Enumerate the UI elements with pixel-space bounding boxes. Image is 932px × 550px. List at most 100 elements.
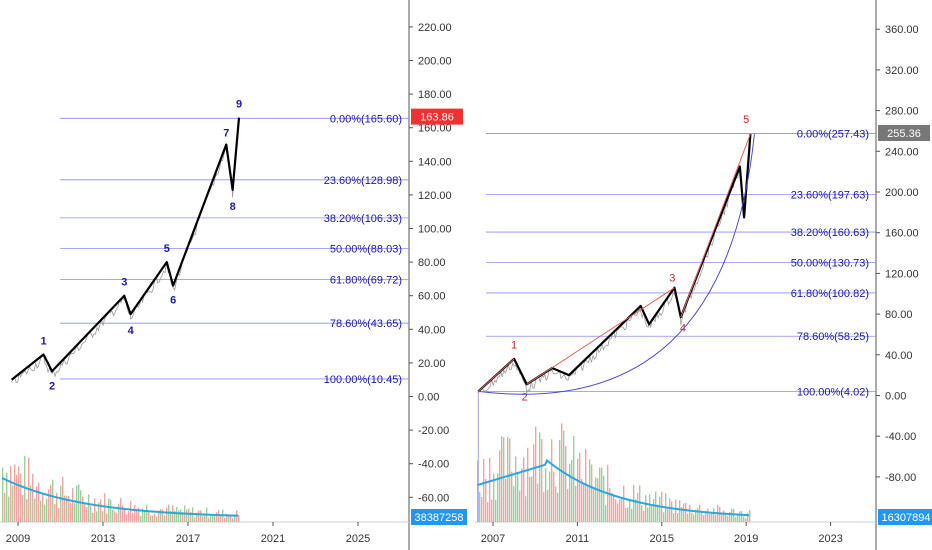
- right-fib-label: 23.60%(197.63): [791, 189, 869, 201]
- left-volume-bar: [6, 472, 8, 522]
- right-price-badge: [878, 125, 930, 142]
- right-volume-bar: [671, 501, 673, 522]
- right-volume-bar: [689, 504, 691, 522]
- right-volume-bar: [533, 444, 535, 522]
- right-y-tick-label: 200.00: [885, 187, 919, 199]
- left-volume-bar: [50, 484, 52, 522]
- left-volume-bar: [18, 466, 20, 522]
- right-volume-bar: [545, 468, 547, 522]
- left-fib-label: 100.00%(10.45): [324, 374, 402, 386]
- left-volume-bar: [16, 474, 18, 522]
- left-volume-bar: [212, 515, 214, 522]
- left-x-tick-label: 2009: [6, 533, 30, 545]
- right-volume-bar: [551, 439, 553, 522]
- right-volume-bar: [621, 497, 623, 522]
- right-volume-bar: [599, 467, 601, 522]
- left-volume-bar: [74, 503, 76, 522]
- left-volume-bar: [204, 514, 206, 522]
- right-y-tick-label: 160.00: [885, 228, 919, 240]
- left-volume-bar: [106, 513, 108, 522]
- left-volume-bar: [96, 511, 98, 522]
- right-volume-bar: [693, 514, 695, 522]
- left-volume-bar: [26, 498, 28, 522]
- right-volume-bar: [711, 512, 713, 522]
- left-x-tick-label: 2013: [91, 533, 115, 545]
- right-y-tick-label: 240.00: [885, 146, 919, 158]
- left-volume-bar: [44, 504, 46, 522]
- right-volume-bar: [633, 484, 635, 522]
- left-volume-bar: [202, 515, 204, 522]
- left-volume-bar: [108, 498, 110, 522]
- left-volume-bar: [186, 509, 188, 522]
- right-volume-bar: [501, 436, 503, 522]
- left-volume-bar: [158, 510, 160, 522]
- right-volume-bar: [525, 496, 527, 522]
- left-y-tick-label: 140.00: [418, 156, 452, 168]
- left-chart-panel: 220.00200.00180.00160.00140.00120.00100.…: [0, 0, 467, 550]
- left-volume-bar: [66, 496, 68, 522]
- right-volume-bar: [715, 514, 717, 522]
- right-volume-bar: [519, 490, 521, 522]
- right-volume-bar: [513, 486, 515, 522]
- left-y-tick-label: -60.00: [418, 492, 449, 504]
- left-volume-bar: [114, 511, 116, 522]
- left-volume-bar: [56, 492, 58, 522]
- left-volume-bar: [230, 515, 232, 522]
- right-volume-bar: [695, 509, 697, 522]
- right-volume-bar: [505, 478, 507, 522]
- right-x-tick-label: 2011: [566, 533, 590, 545]
- left-wave-label: 8: [230, 201, 236, 213]
- left-volume-bar: [132, 512, 134, 522]
- right-fib-label: 61.80%(100.82): [791, 288, 869, 300]
- right-volume-bar: [609, 488, 611, 522]
- right-volume-bar: [735, 517, 737, 522]
- left-price-badge: [411, 108, 463, 125]
- left-volume-bar: [110, 499, 112, 522]
- right-volume-bar: [487, 502, 489, 522]
- right-y-tick-label: 120.00: [885, 268, 919, 280]
- right-volume-bar: [555, 486, 557, 522]
- left-volume-bar: [10, 466, 12, 522]
- right-volume-bar: [677, 513, 679, 522]
- right-volume-bar: [741, 511, 743, 522]
- right-volume-bar: [563, 430, 565, 522]
- right-volume-bar: [529, 476, 531, 522]
- right-volume-badge: [878, 509, 932, 525]
- right-y-tick-label: 320.00: [885, 65, 919, 77]
- left-volume-bar: [24, 455, 26, 522]
- right-volume-bar: [697, 507, 699, 522]
- left-volume-bar: [164, 515, 166, 522]
- right-volume-bar: [723, 510, 725, 522]
- left-fib-label: 61.80%(69.72): [330, 274, 402, 286]
- right-volume-bar: [603, 475, 605, 522]
- left-wave-label: 5: [164, 243, 170, 255]
- right-volume-bar: [655, 491, 657, 522]
- right-volume-bar: [745, 518, 747, 522]
- right-volume-bar: [539, 432, 541, 522]
- left-y-tick-label: 60.00: [418, 291, 446, 303]
- left-volume-bar: [116, 513, 118, 522]
- right-volume-bar: [597, 478, 599, 522]
- left-volume-bar: [92, 513, 94, 522]
- left-y-tick-label: 0.00: [418, 392, 439, 404]
- right-volume-bar: [483, 458, 485, 522]
- right-volume-bar: [517, 472, 519, 522]
- left-wave-label: 7: [223, 128, 229, 140]
- right-volume-bar: [733, 508, 735, 522]
- left-volume-bar: [70, 502, 72, 522]
- left-volume-bar: [140, 516, 142, 522]
- right-volume-bar: [477, 460, 479, 522]
- right-volume-bar: [731, 508, 733, 522]
- left-volume-bar: [90, 505, 92, 522]
- left-volume-bar: [30, 485, 32, 522]
- left-volume-bar: [100, 499, 102, 522]
- right-volume-bar: [493, 473, 495, 522]
- left-y-tick-label: -20.00: [418, 425, 449, 437]
- right-volume-bar: [663, 512, 665, 522]
- right-fib-label: 50.00%(130.73): [791, 257, 869, 269]
- right-volume-bar: [485, 479, 487, 522]
- right-volume-bar: [569, 463, 571, 522]
- left-volume-bar: [64, 495, 66, 522]
- right-volume-bar: [593, 487, 595, 522]
- left-volume-bar: [210, 516, 212, 522]
